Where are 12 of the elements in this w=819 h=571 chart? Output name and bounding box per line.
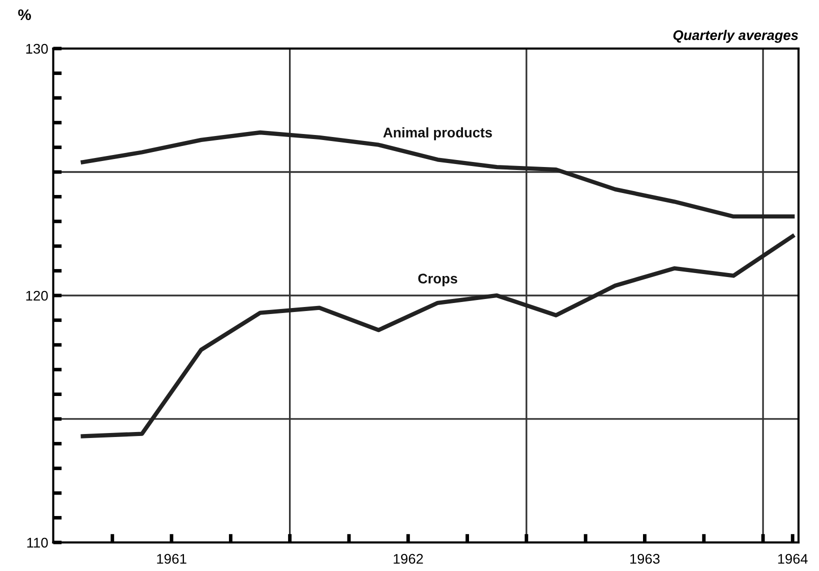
x-tick-label: 1962 xyxy=(394,554,423,564)
x-tick-label: 1961 xyxy=(157,554,186,564)
chart-subtitle: Quarterly averages xyxy=(673,30,798,43)
series-label: Crops xyxy=(418,274,458,286)
x-tick-label: 1963 xyxy=(630,554,660,564)
y-tick-label: 110 xyxy=(27,538,48,548)
y-tick-label: 130 xyxy=(26,44,48,54)
x-tick-label: 1964 xyxy=(778,554,808,564)
series-label: Animal products xyxy=(383,127,492,140)
y-tick-label: 120 xyxy=(26,290,48,301)
y-axis-title: % xyxy=(18,9,31,20)
line-series xyxy=(80,234,795,438)
